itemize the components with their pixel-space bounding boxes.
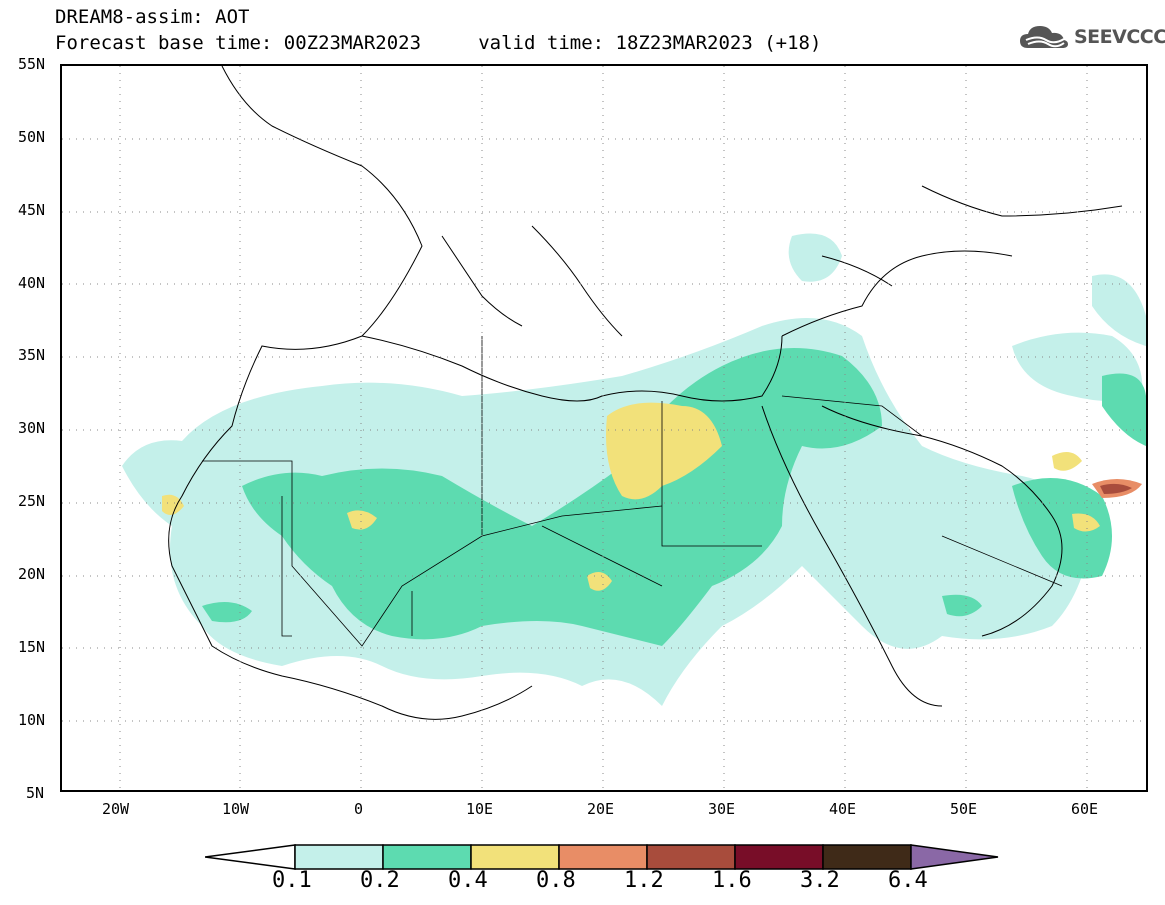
colorbar-label: 0.2 [360,868,400,893]
colorbar-label: 0.1 [272,868,312,893]
colorbar-label: 0.8 [536,868,576,893]
colorbar [205,844,999,870]
lat-label: 15N [18,638,46,656]
aot-level-1-2 [1100,483,1132,494]
coastlines [168,66,1123,720]
colorbar-label: 1.2 [624,868,664,893]
map-area [60,64,1148,792]
logo-text: SEEVCCC [1074,26,1165,48]
map-svg [62,66,1146,790]
colorbar-label: 1.6 [712,868,752,893]
lat-label: 50N [18,128,46,146]
colorbar-segment [558,844,648,870]
seevccc-logo: SEEVCCC [1018,22,1165,52]
lon-label: 20E [587,800,615,818]
grid-lines [62,66,1146,790]
colorbar-segment [382,844,472,870]
lat-label: 25N [18,492,46,510]
lat-label: 5N [26,784,45,802]
lat-label: 40N [18,274,46,292]
colorbar-segment [646,844,736,870]
lon-label: 10W [222,800,250,818]
lon-label: 20W [102,800,130,818]
colorbar-extend-high [910,844,999,870]
colorbar-extend-low [205,844,296,870]
lon-label: 40E [829,800,857,818]
colorbar-label: 6.4 [888,868,928,893]
lat-label: 45N [18,201,46,219]
lat-label: 35N [18,346,46,364]
lon-label: 30E [708,800,736,818]
cloud-logo-icon [1020,26,1068,48]
colorbar-segment [470,844,560,870]
lon-label: 50E [950,800,978,818]
lon-label: 10E [466,800,494,818]
lat-label: 30N [18,419,46,437]
lat-label: 20N [18,565,46,583]
colorbar-segment [822,844,912,870]
map-title: DREAM8-assim: AOT [55,6,250,28]
colorbar-label: 3.2 [800,868,840,893]
colorbar-segment [734,844,824,870]
aot-level-0-2 [202,348,1146,646]
lat-label: 10N [18,711,46,729]
colorbar-segment [294,844,384,870]
lon-label: 60E [1071,800,1099,818]
aot-level-0-4 [162,402,1100,591]
lon-label: 0 [354,800,364,818]
colorbar-label: 0.4 [448,868,488,893]
forecast-time-line: Forecast base time: 00Z23MAR2023 valid t… [55,32,822,54]
lat-label: 55N [18,55,46,73]
